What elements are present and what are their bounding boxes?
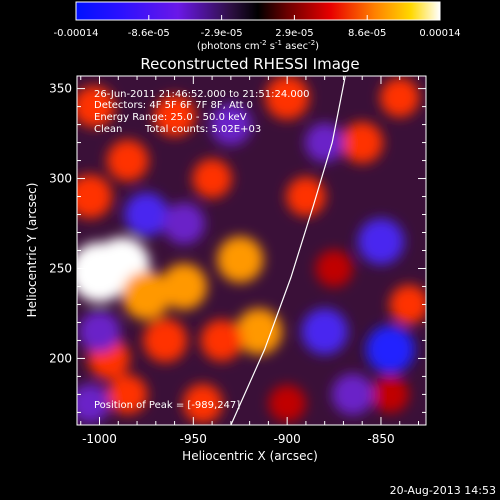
axis-ticks [77, 76, 426, 425]
heatmap-blob-12 [143, 318, 188, 363]
colorbar-ticks [75, 15, 441, 20]
heatmap-blob-16 [265, 76, 310, 120]
heatmap-blob-23 [268, 384, 306, 422]
heatmap-blob-7 [153, 94, 196, 137]
x-tick-label-1: -950 [180, 432, 207, 446]
heatmap-blob-18 [341, 121, 384, 164]
x-axis-label: Heliocentric X (arcsec) [182, 449, 318, 463]
colorbar-tick-label-2: -2.9e-05 [201, 28, 243, 39]
colorbar-tick-label-0: -0.00014 [54, 28, 99, 39]
colorbar-units: (photons cm-2 s-1 asec-2) [197, 39, 319, 52]
heatmap-blob-14 [108, 374, 148, 415]
heatmap-blob-32 [331, 373, 374, 416]
colorbar-tick-label-3: 2.9e-05 [275, 28, 313, 39]
heatmap-blob-31 [305, 122, 345, 163]
heatmap-blob-9 [217, 236, 264, 283]
y-axis-label: Heliocentric Y (arcsec) [25, 183, 39, 318]
heatmap-blob-27 [210, 103, 252, 146]
solar-limb-arc [230, 76, 346, 425]
heatmap-blob-29 [357, 218, 405, 265]
annotation-method: Clean [94, 124, 122, 135]
annotation-total-counts: Total counts: 5.02E+03 [144, 124, 261, 135]
heatmap-blob-8 [192, 158, 232, 199]
heatmap-blob-17 [286, 176, 326, 217]
colorbar-tick-label-5: 0.00014 [419, 28, 460, 39]
annotations: 26-Jun-2011 21:46:52.000 to 21:51:24.000… [94, 89, 310, 411]
annotation-peak-position: Position of Peak = [-989,247] [94, 400, 240, 411]
y-tick-label-3: 350 [49, 82, 72, 96]
heatmap-blob-5 [106, 139, 149, 182]
heatmap-blob-11 [200, 319, 243, 362]
heatmap-blob-26 [163, 202, 205, 245]
heatmap-blob-15 [183, 383, 223, 424]
heatmap-blob-24 [124, 192, 169, 237]
annotation-time-range: 26-Jun-2011 21:46:52.000 to 21:51:24.000 [94, 89, 310, 100]
x-tick-label-2: -900 [274, 432, 301, 446]
heatmap-blob-3 [160, 263, 208, 310]
heatmap-blob-19 [380, 77, 420, 118]
heatmap-blob-2 [122, 271, 171, 320]
x-tick-label-0: -1000 [82, 432, 117, 446]
footer-timestamp: 20-Aug-2013 14:53 [390, 484, 496, 497]
chart-title: Reconstructed RHESSI Image [140, 55, 359, 73]
colorbar [75, 1, 441, 21]
heatmap-blob-30 [366, 325, 415, 374]
colorbar-tick-label-1: -8.6e-05 [128, 28, 170, 39]
plot-area [77, 76, 426, 425]
heatmap-blob-6 [77, 85, 115, 128]
heatmap-blob-20 [389, 284, 426, 325]
heatmap-blob-33 [77, 383, 110, 424]
annotation-energy: Energy Range: 25.0 - 50.0 keV [94, 112, 247, 123]
heatmap-blob-25 [78, 310, 121, 353]
annotation-detectors: Detectors: 4F 5F 6F 7F 8F, Att 0 [94, 100, 253, 111]
y-tick-label-0: 200 [49, 351, 72, 365]
colorbar-tick-label-4: 8.6e-05 [348, 28, 386, 39]
x-tick-label-3: -850 [367, 432, 394, 446]
y-tick-label-1: 250 [49, 262, 72, 276]
heatmap-blob-10 [235, 308, 283, 355]
heatmap-blob-22 [371, 375, 409, 413]
heatmap-blob-4 [77, 174, 113, 219]
heatmap-blob-21 [315, 249, 353, 288]
heatmap-blobs [77, 76, 426, 424]
y-tick-label-2: 300 [49, 172, 72, 186]
heatmap-blob-28 [301, 308, 348, 355]
